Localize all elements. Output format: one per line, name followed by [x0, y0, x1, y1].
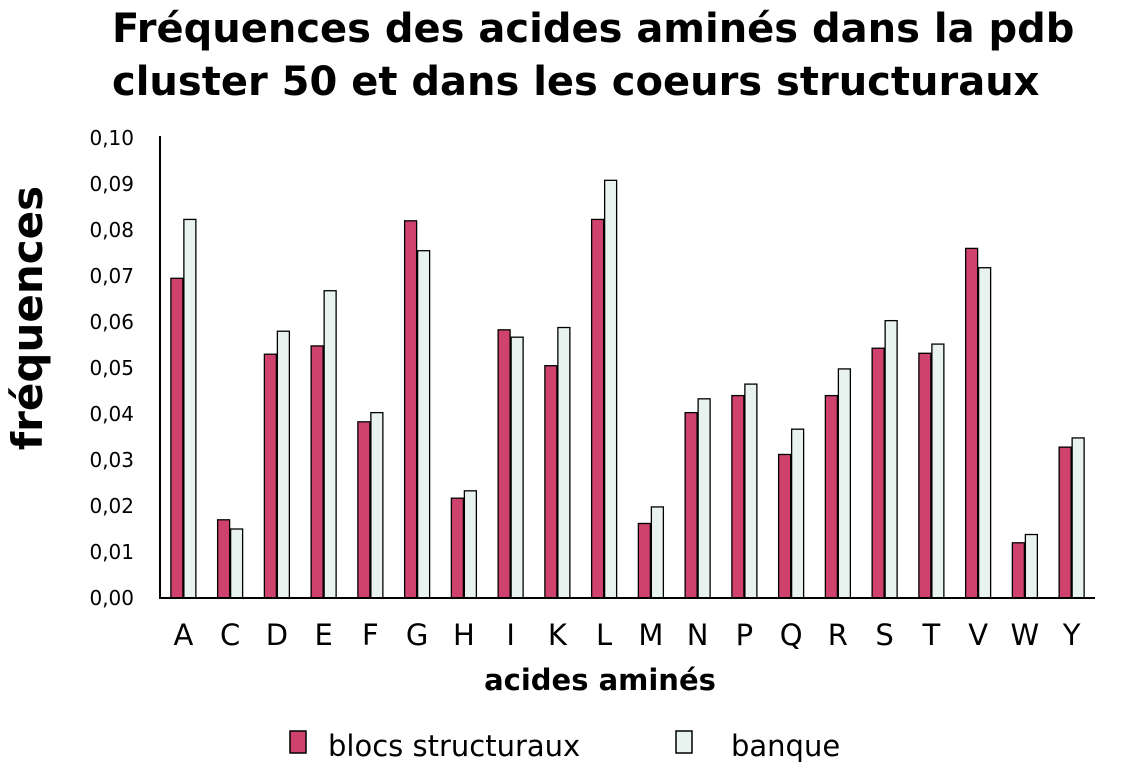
x-tick-label-M: M [638, 618, 663, 652]
y-tick-label: 0,09 [89, 172, 134, 196]
x-tick-label-I: I [506, 618, 515, 652]
x-tick-label-K: K [548, 618, 568, 652]
bar-blocs-structuraux-Y [1058, 446, 1072, 599]
bar-banque-W [1024, 533, 1039, 599]
y-tick-label: 0,06 [89, 310, 134, 334]
x-axis-label: acides aminés [484, 663, 716, 697]
y-tick-label: 0,03 [89, 448, 134, 472]
bar-blocs-structuraux-T [918, 352, 932, 599]
bar-banque-N [697, 398, 711, 599]
x-tick-label-S: S [875, 618, 893, 652]
bar-blocs-structuraux-S [871, 347, 885, 599]
bar-blocs-structuraux-L [590, 218, 605, 599]
x-tick-label-W: W [1011, 618, 1040, 652]
bar-blocs-structuraux-R [824, 394, 839, 599]
bar-blocs-structuraux-Q [777, 453, 792, 599]
legend-swatch-banque [675, 730, 693, 754]
bar-blocs-structuraux-I [497, 329, 511, 599]
bar-banque-Q [790, 428, 805, 599]
bar-banque-L [603, 179, 618, 599]
bar-banque-F [370, 411, 384, 599]
bar-banque-G [416, 250, 431, 599]
x-tick-label-A: A [173, 618, 193, 652]
y-tick-label: 0,05 [89, 356, 134, 380]
x-tick-label-E: E [314, 618, 332, 652]
bar-banque-H [463, 490, 478, 599]
chart-title-line-1: Fréquences des acides aminés dans la pdb [112, 6, 1074, 52]
bar-banque-T [931, 343, 945, 599]
bar-banque-S [884, 319, 898, 599]
x-tick-label-H: H [453, 618, 475, 652]
bar-banque-Y [1071, 437, 1085, 599]
x-tick-label-Y: Y [1062, 618, 1081, 652]
y-tick-label: 0,02 [89, 494, 134, 518]
x-tick-label-V: V [968, 618, 988, 652]
bar-blocs-structuraux-V [964, 247, 979, 599]
bar-blocs-structuraux-D [263, 353, 278, 599]
y-tick-label: 0,04 [89, 402, 134, 426]
bar-banque-E [323, 290, 337, 599]
bar-banque-R [837, 368, 852, 599]
bar-blocs-structuraux-H [450, 497, 465, 599]
y-axis-ticks: 0,00 0,01 0,02 0,03 0,04 0,05 0,06 0,07 0,08 0,09… [89, 126, 134, 610]
bar-blocs-structuraux-M [637, 522, 652, 599]
x-tick-label-N: N [687, 618, 709, 652]
bar-banque-V [977, 267, 992, 599]
y-tick-label: 0,10 [89, 126, 134, 150]
bar-blocs-structuraux-W [1011, 542, 1026, 599]
x-tick-label-T: T [922, 618, 941, 652]
x-tick-label-Q: Q [780, 618, 803, 652]
bar-blocs-structuraux-K [544, 365, 558, 599]
legend-swatch-blocs-structuraux [289, 730, 307, 754]
y-tick-label: 0,01 [89, 540, 134, 564]
bar-banque-P [744, 383, 758, 599]
x-tick-label-L: L [596, 618, 612, 652]
bar-banque-A [183, 218, 197, 599]
chart-title-line-2: cluster 50 et dans les coeurs structurau… [112, 59, 1040, 105]
bar-banque-K [557, 326, 571, 599]
x-tick-label-D: D [266, 618, 288, 652]
y-tick-label: 0,07 [89, 264, 134, 288]
y-axis-label: fréquences [3, 186, 52, 450]
bar-banque-C [229, 528, 244, 599]
axes [159, 136, 1095, 599]
x-tick-label-C: C [220, 618, 240, 652]
x-tick-label-R: R [828, 618, 848, 652]
y-tick-label: 0,08 [89, 218, 134, 242]
bars [170, 179, 1085, 599]
bar-blocs-structuraux-G [403, 220, 418, 599]
bar-blocs-structuraux-N [684, 411, 698, 599]
legend-label-banque: banque [731, 729, 840, 763]
bar-banque-I [510, 336, 524, 599]
bar-banque-D [276, 330, 291, 599]
x-tick-label-P: P [736, 618, 754, 652]
bar-blocs-structuraux-A [170, 277, 184, 599]
legend-label-blocs-structuraux: blocs structuraux [328, 729, 580, 763]
bar-blocs-structuraux-P [731, 394, 745, 599]
bar-blocs-structuraux-E [310, 345, 324, 599]
x-tick-label-G: G [406, 618, 428, 652]
x-tick-label-F: F [362, 618, 379, 652]
legend: blocs structuraux banque [289, 729, 840, 763]
bar-blocs-structuraux-F [357, 421, 371, 599]
bar-banque-M [650, 506, 665, 599]
y-tick-label: 0,00 [89, 586, 134, 610]
bar-blocs-structuraux-C [216, 519, 231, 599]
